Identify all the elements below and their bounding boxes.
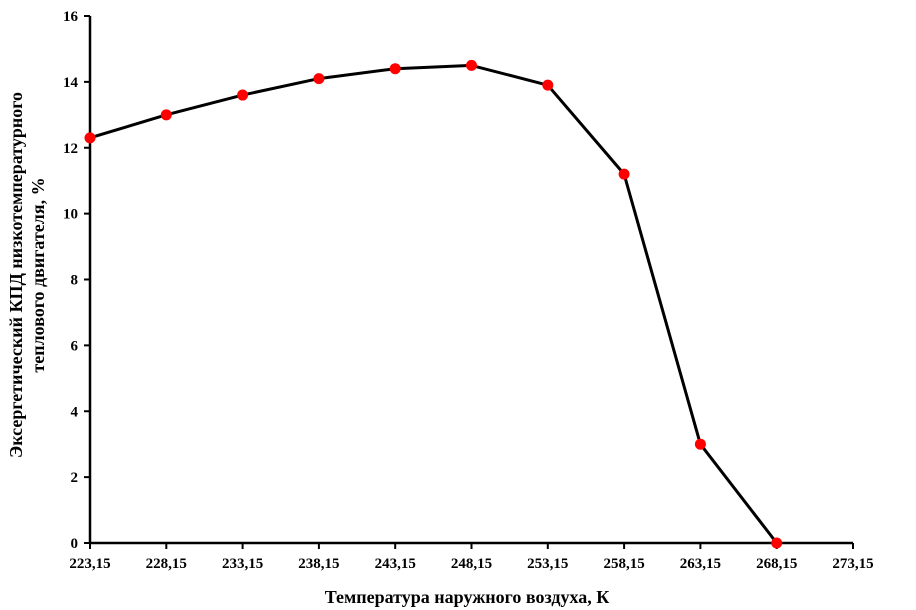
data-point <box>466 59 477 71</box>
x-tick-label: 263,15 <box>680 556 721 572</box>
data-point <box>389 63 401 75</box>
data-point <box>771 537 783 549</box>
data-point <box>313 73 325 85</box>
y-axis-title-line-2: теплового двигателя, % <box>28 177 48 372</box>
y-tick-label: 16 <box>63 9 79 25</box>
y-tick-label: 12 <box>63 141 78 157</box>
y-tick-label: 14 <box>63 75 79 91</box>
data-point <box>160 109 172 121</box>
x-tick-label: 273,15 <box>832 556 873 572</box>
y-tick-label: 0 <box>71 536 79 552</box>
x-tick-label: 258,15 <box>603 556 644 572</box>
y-tick-label: 6 <box>71 338 79 354</box>
x-tick-label: 228,15 <box>146 556 187 572</box>
y-tick-label: 2 <box>71 470 79 486</box>
axes <box>84 15 854 549</box>
x-tick-label: 243,15 <box>375 556 416 572</box>
y-tick-label: 4 <box>71 404 79 420</box>
y-axis-title-line-1: Эксергетический КПД низкотемпературного <box>6 92 26 458</box>
data-point <box>694 438 706 450</box>
x-tick-label: 223,15 <box>69 556 110 572</box>
tick-labels: 0 2 4 6 8 10 12 14 16 223,15 228,15 233,15 238,15 243… <box>63 9 874 572</box>
x-axis-title: Температура наружного воздуха, К <box>325 587 610 607</box>
data-point <box>84 132 96 144</box>
x-tick-label: 233,15 <box>222 556 263 572</box>
x-tick-label: 238,15 <box>298 556 339 572</box>
x-tick-label: 253,15 <box>527 556 568 572</box>
x-tick-label: 248,15 <box>451 556 492 572</box>
x-tick-label: 268,15 <box>756 556 797 572</box>
series-line <box>89 63 778 544</box>
data-point <box>542 79 554 91</box>
data-points <box>84 59 783 549</box>
y-tick-label: 8 <box>71 273 79 289</box>
y-tick-label: 10 <box>63 207 78 223</box>
data-point <box>237 89 249 101</box>
series-line-group <box>89 63 778 544</box>
data-point <box>618 168 630 180</box>
